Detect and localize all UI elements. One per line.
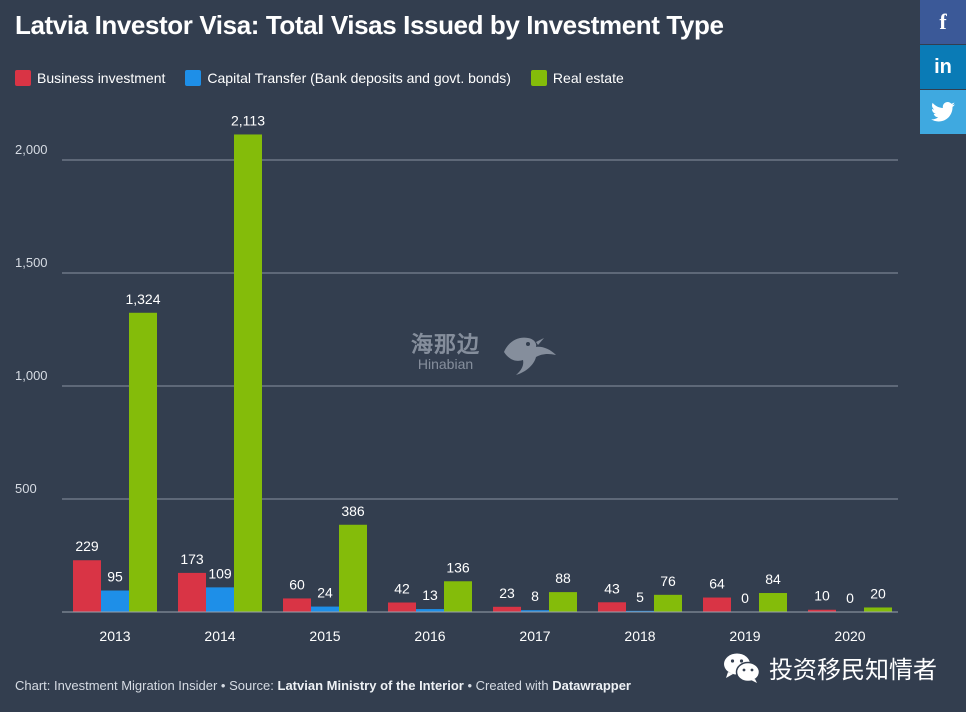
y-tick-label: 2,000 bbox=[15, 142, 48, 157]
data-label: 13 bbox=[422, 587, 438, 603]
hinabian-watermark: 海那边 Hinabian bbox=[411, 330, 562, 376]
data-label: 23 bbox=[499, 585, 515, 601]
data-label: 1,324 bbox=[125, 291, 160, 307]
bar-2017-series-1 bbox=[521, 610, 549, 612]
bar-2014-series-2 bbox=[234, 134, 262, 612]
footer-credit: Chart: Investment Migration Insider • So… bbox=[15, 678, 278, 693]
twitter-icon bbox=[931, 102, 955, 122]
bar-2014-series-0 bbox=[178, 572, 206, 612]
data-label: 173 bbox=[180, 551, 204, 567]
x-tick-label: 2014 bbox=[204, 628, 235, 644]
twitter-share-button[interactable] bbox=[920, 90, 966, 134]
bar-2013-series-2 bbox=[129, 312, 157, 612]
data-label: 76 bbox=[660, 573, 676, 589]
linkedin-share-button[interactable]: in bbox=[920, 45, 966, 89]
data-label: 386 bbox=[341, 503, 365, 519]
watermark-text: 海那边 Hinabian bbox=[411, 333, 480, 373]
legend-item-business: Business investment bbox=[15, 70, 165, 86]
linkedin-icon: in bbox=[934, 55, 952, 78]
footer-created: • Created with bbox=[463, 678, 553, 693]
footer-source: Latvian Ministry of the Interior bbox=[277, 678, 464, 693]
bars bbox=[73, 134, 892, 612]
wechat-account-name: 投资移民知情者 bbox=[769, 657, 937, 684]
data-label: 20 bbox=[870, 585, 886, 601]
social-share-bar: f in bbox=[920, 0, 966, 135]
data-label: 2,113 bbox=[231, 112, 265, 128]
data-label: 0 bbox=[846, 590, 854, 606]
bar-2019-series-2 bbox=[759, 593, 787, 612]
bar-2016-series-1 bbox=[416, 609, 444, 612]
bar-2015-series-2 bbox=[339, 524, 367, 612]
wechat-account: 投资移民知情者 bbox=[723, 650, 937, 685]
wechat-icon bbox=[724, 653, 761, 683]
y-tick-label: 500 bbox=[15, 481, 37, 496]
data-label: 136 bbox=[446, 559, 470, 575]
x-tick-label: 2016 bbox=[414, 628, 445, 644]
footer-tool: Datawrapper bbox=[552, 678, 631, 693]
x-tick-label: 2015 bbox=[309, 628, 340, 644]
bar-2013-series-0 bbox=[73, 560, 101, 612]
bar-2017-series-2 bbox=[549, 592, 577, 612]
bar-2016-series-0 bbox=[388, 602, 416, 612]
data-label: 60 bbox=[289, 576, 305, 592]
grid-lines bbox=[62, 159, 898, 500]
bar-2014-series-1 bbox=[206, 587, 234, 612]
bar-2013-series-1 bbox=[101, 590, 129, 612]
bird-logo-icon bbox=[504, 337, 557, 375]
bar-2016-series-2 bbox=[444, 581, 472, 612]
legend-item-real-estate: Real estate bbox=[530, 70, 624, 86]
bar-2018-series-0 bbox=[598, 602, 626, 612]
data-label: 43 bbox=[604, 580, 620, 596]
x-tick-label: 2017 bbox=[519, 628, 550, 644]
bar-2020-series-0 bbox=[808, 609, 836, 612]
data-label: 0 bbox=[741, 590, 749, 606]
data-label: 5 bbox=[636, 589, 644, 605]
legend-swatch-business bbox=[15, 70, 31, 86]
bar-2020-series-2 bbox=[864, 607, 892, 612]
data-label: 64 bbox=[709, 576, 725, 592]
legend-swatch-real-estate bbox=[530, 70, 547, 86]
legend-label-capital-transfer: Capital Transfer (Bank deposits and govt… bbox=[207, 70, 511, 86]
facebook-share-button[interactable]: f bbox=[920, 0, 966, 44]
facebook-icon: f bbox=[939, 9, 947, 34]
legend: Business investment Capital Transfer (Ba… bbox=[15, 70, 624, 86]
chart-title: Latvia Investor Visa: Total Visas Issued… bbox=[15, 10, 724, 40]
data-label: 10 bbox=[814, 588, 830, 604]
bar-2018-series-1 bbox=[626, 610, 654, 612]
watermark-en: Hinabian bbox=[417, 356, 474, 373]
data-label: 24 bbox=[317, 585, 333, 601]
bar-2019-series-0 bbox=[703, 597, 731, 612]
legend-label-real-estate: Real estate bbox=[552, 70, 624, 86]
data-label: 88 bbox=[555, 570, 571, 586]
x-tick-label: 2019 bbox=[729, 628, 760, 644]
legend-swatch-capital-transfer bbox=[185, 70, 202, 86]
watermark-cn: 海那边 bbox=[411, 332, 481, 358]
data-label: 109 bbox=[208, 565, 232, 581]
y-tick-label: 1,500 bbox=[15, 255, 48, 270]
legend-item-capital-transfer: Capital Transfer (Bank deposits and govt… bbox=[185, 70, 511, 86]
x-tick-label: 2018 bbox=[624, 628, 655, 644]
chart-footer: Chart: Investment Migration Insider • So… bbox=[15, 678, 631, 693]
bar-2017-series-0 bbox=[493, 606, 521, 612]
bar-2015-series-0 bbox=[283, 598, 311, 612]
y-tick-label: 1,000 bbox=[15, 368, 48, 383]
data-label: 42 bbox=[394, 581, 410, 597]
data-label: 8 bbox=[531, 588, 539, 604]
data-label: 95 bbox=[107, 569, 123, 585]
legend-label-business: Business investment bbox=[37, 70, 166, 86]
data-label: 229 bbox=[75, 538, 99, 554]
x-tick-label: 2013 bbox=[99, 628, 130, 644]
bar-2015-series-1 bbox=[311, 606, 339, 612]
x-tick-label: 2020 bbox=[834, 628, 865, 644]
bar-2018-series-2 bbox=[654, 594, 682, 612]
data-label: 84 bbox=[765, 571, 781, 587]
